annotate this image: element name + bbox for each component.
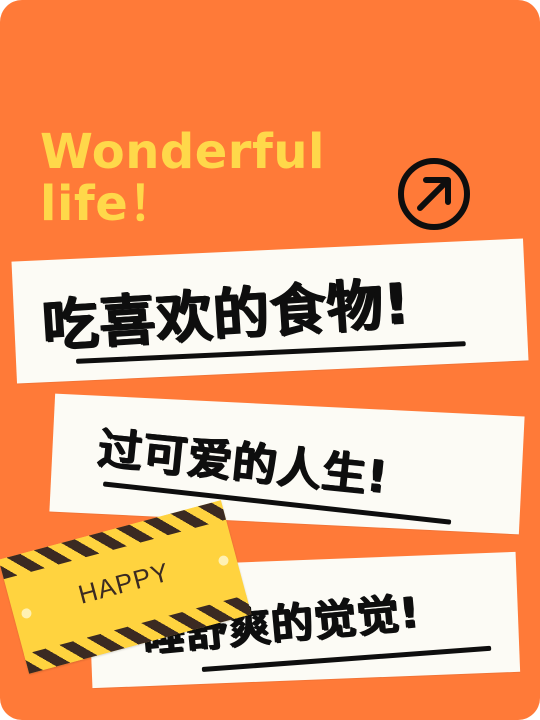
card-life-text: 过可爱的人生!	[95, 423, 391, 504]
arrow-up-right-icon	[398, 158, 470, 230]
headline-line-1: Wonderful	[40, 124, 325, 180]
headline: Wonderful life！	[40, 126, 325, 230]
card-life: 过可爱的人生!	[49, 393, 525, 535]
headline-line-2: life！	[40, 176, 177, 232]
card-eat: 吃喜欢的食物!	[11, 238, 529, 384]
